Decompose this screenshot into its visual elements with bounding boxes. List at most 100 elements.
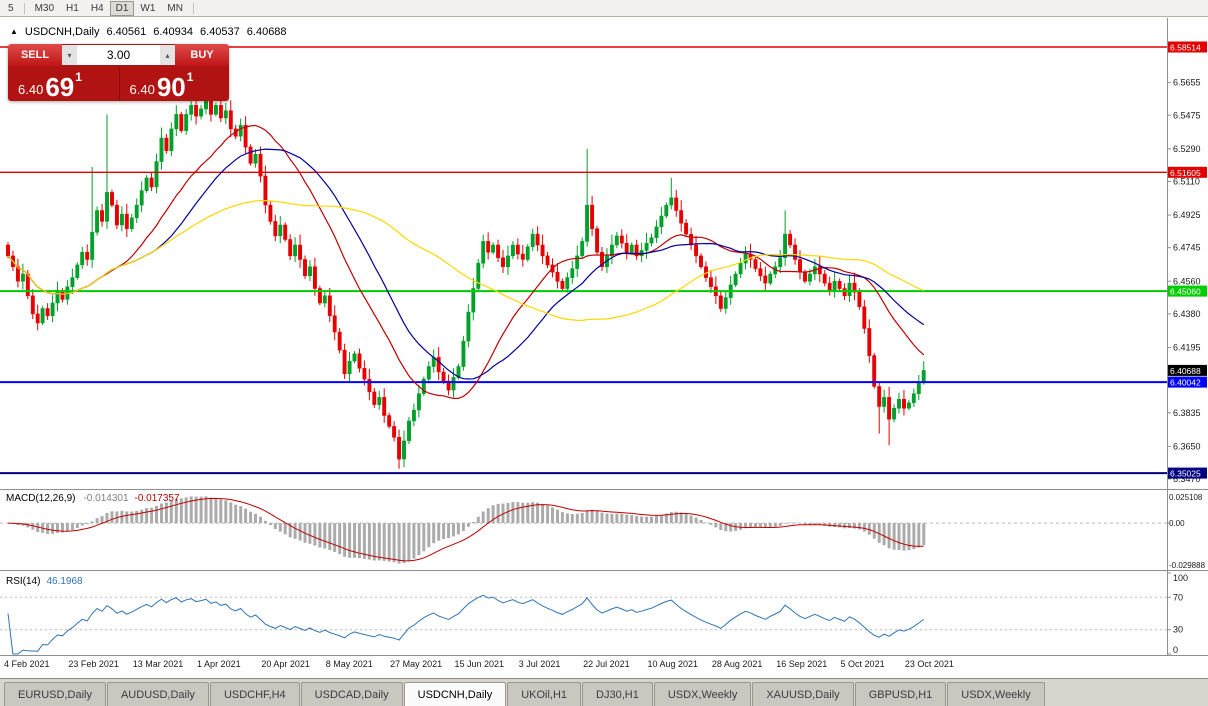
- rsi-name: RSI(14): [6, 576, 41, 587]
- close-value: 6.40688: [246, 26, 287, 38]
- svg-text:30: 30: [1173, 625, 1183, 635]
- sell-button[interactable]: SELL: [8, 44, 62, 66]
- trade-prices-row: 6.40 69 1 6.40 90 1: [8, 66, 229, 101]
- tab-usdcnh-daily[interactable]: USDCNH,Daily: [403, 682, 507, 706]
- svg-text:6.4195: 6.4195: [1173, 342, 1201, 352]
- macd-signal-line: [7, 497, 924, 562]
- svg-text:6.45060: 6.45060: [1170, 287, 1201, 297]
- macd-signal-value: -0.017357: [134, 493, 180, 504]
- ma-lines: [7, 124, 925, 399]
- svg-text:-0.029888: -0.029888: [1169, 561, 1206, 570]
- tab-ukoil-h1[interactable]: UKOil,H1: [507, 682, 582, 706]
- svg-text:70: 70: [1173, 592, 1183, 602]
- candles[interactable]: [6, 85, 926, 469]
- one-click-trading-panel: SELL ▾ 3.00 ▴ BUY 6.40 69 1 6.40 90 1: [8, 44, 229, 101]
- svg-text:27 May 2021: 27 May 2021: [390, 659, 442, 669]
- tab-usdchf-h4[interactable]: USDCHF,H4: [209, 682, 300, 706]
- svg-text:0.025108: 0.025108: [1169, 493, 1203, 502]
- svg-text:6.3650: 6.3650: [1173, 441, 1201, 451]
- timeframe-button-D1[interactable]: D1: [109, 0, 135, 16]
- sell-price[interactable]: 6.40 69 1: [8, 66, 119, 101]
- svg-text:16 Sep 2021: 16 Sep 2021: [776, 659, 827, 669]
- svg-text:0.00: 0.00: [1169, 519, 1185, 528]
- svg-text:6.40688: 6.40688: [1170, 366, 1201, 376]
- rsi-line: [7, 594, 925, 655]
- macd-panel-label: MACD(12,26,9) -0.014301 -0.017357: [6, 493, 180, 504]
- timeframe-button-M30[interactable]: M30: [29, 1, 60, 16]
- timeframe-button-H4[interactable]: H4: [85, 1, 110, 16]
- svg-text:0: 0: [1173, 645, 1178, 655]
- tab-usdx-weekly[interactable]: USDX,Weekly: [653, 682, 752, 706]
- volume-increase-button[interactable]: ▴: [160, 45, 175, 65]
- timeframe-button-5[interactable]: 5: [2, 1, 20, 16]
- buy-price-prefix: 6.40: [129, 82, 155, 97]
- price-axis[interactable]: 6.58556.56556.54756.52906.51106.49256.47…: [1167, 41, 1201, 484]
- sell-price-prefix: 6.40: [18, 82, 44, 97]
- high-value: 6.40934: [153, 26, 194, 38]
- trade-controls-row: SELL ▾ 3.00 ▴ BUY: [8, 44, 229, 66]
- svg-text:6.4560: 6.4560: [1173, 276, 1201, 286]
- rsi-pane[interactable]: 100 70 30 0: [0, 572, 1188, 655]
- svg-text:23 Feb 2021: 23 Feb 2021: [68, 659, 119, 669]
- sell-price-big: 69: [45, 71, 75, 101]
- svg-text:6.40042: 6.40042: [1170, 378, 1201, 388]
- svg-text:6.5655: 6.5655: [1173, 78, 1201, 88]
- svg-text:6.4380: 6.4380: [1173, 309, 1201, 319]
- ma-medium: [7, 148, 925, 380]
- svg-text:6.4925: 6.4925: [1173, 210, 1201, 220]
- macd-main-value: -0.014301: [83, 493, 129, 504]
- ma-fast: [7, 124, 925, 399]
- symbol-triangle-icon: ▲: [10, 27, 18, 36]
- timeframe-button-H1[interactable]: H1: [60, 1, 85, 16]
- tab-dj30-h1[interactable]: DJ30,H1: [582, 682, 653, 706]
- timeframe-toolbar: 5 M30 H1 H4 D1 W1 MN: [0, 0, 1208, 17]
- svg-text:23 Oct 2021: 23 Oct 2021: [905, 659, 954, 669]
- date-axis[interactable]: 4 Feb 2021 23 Feb 2021 13 Mar 2021 1 Apr 20…: [4, 659, 954, 669]
- macd-pane[interactable]: 0.025108 0.00 -0.029888: [0, 493, 1206, 570]
- svg-text:6.3835: 6.3835: [1173, 408, 1201, 418]
- svg-text:13 Mar 2021: 13 Mar 2021: [133, 659, 184, 669]
- buy-price-pip: 1: [186, 70, 194, 84]
- chart-tab-bar: EURUSD,Daily AUDUSD,Daily USDCHF,H4 USDCAD,…: [0, 678, 1208, 706]
- buy-price[interactable]: 6.40 90 1: [118, 66, 230, 101]
- tab-usdcad-daily[interactable]: USDCAD,Daily: [300, 682, 403, 706]
- volume-decrease-button[interactable]: ▾: [62, 45, 77, 65]
- timeframe-button-MN[interactable]: MN: [161, 1, 189, 16]
- svg-text:6.5110: 6.5110: [1173, 176, 1200, 186]
- low-value: 6.40537: [200, 26, 240, 38]
- ma-slow: [7, 199, 925, 321]
- level-lines[interactable]: [0, 46, 1167, 475]
- tab-gbpusd-h1[interactable]: GBPUSD,H1: [854, 682, 947, 706]
- svg-text:8 May 2021: 8 May 2021: [326, 659, 373, 669]
- tab-usdx-weekly[interactable]: USDX,Weekly: [947, 682, 1045, 706]
- volume-control: ▾ 3.00 ▴: [62, 44, 175, 66]
- svg-text:4 Feb 2021: 4 Feb 2021: [4, 659, 50, 669]
- svg-text:3 Jul 2021: 3 Jul 2021: [519, 659, 561, 669]
- toolbar-separator: [23, 2, 25, 14]
- svg-text:28 Aug 2021: 28 Aug 2021: [712, 659, 763, 669]
- timeframe-button-W1[interactable]: W1: [134, 1, 161, 16]
- rsi-panel-label: RSI(14) 46.1968: [6, 576, 83, 587]
- open-value: 6.40561: [106, 26, 147, 38]
- svg-text:15 Jun 2021: 15 Jun 2021: [454, 659, 504, 669]
- price-badges: 6.58514 6.51605 6.45060 6.40042 6.35025 6.406…: [1168, 41, 1207, 479]
- buy-button[interactable]: BUY: [175, 44, 229, 66]
- symbol-label: USDCNH,Daily: [24, 26, 100, 38]
- tab-eurusd-daily[interactable]: EURUSD,Daily: [4, 682, 106, 706]
- tab-xauusd-daily[interactable]: XAUUSD,Daily: [752, 682, 854, 706]
- svg-text:6.5475: 6.5475: [1173, 110, 1201, 120]
- tab-audusd-daily[interactable]: AUDUSD,Daily: [106, 682, 209, 706]
- volume-value[interactable]: 3.00: [77, 45, 160, 65]
- svg-text:20 Apr 2021: 20 Apr 2021: [261, 659, 310, 669]
- chart-ohlc-title: ▲ USDCNH,Daily 6.40561 6.40934 6.40537 6…: [10, 26, 287, 38]
- svg-text:5 Oct 2021: 5 Oct 2021: [841, 659, 885, 669]
- svg-text:100: 100: [1173, 573, 1188, 583]
- svg-text:1 Apr 2021: 1 Apr 2021: [197, 659, 241, 669]
- macd-name: MACD(12,26,9): [6, 493, 76, 504]
- svg-text:6.51605: 6.51605: [1170, 168, 1201, 178]
- buy-price-big: 90: [156, 71, 186, 101]
- svg-text:6.4745: 6.4745: [1173, 243, 1201, 253]
- rsi-value: 46.1968: [46, 576, 83, 587]
